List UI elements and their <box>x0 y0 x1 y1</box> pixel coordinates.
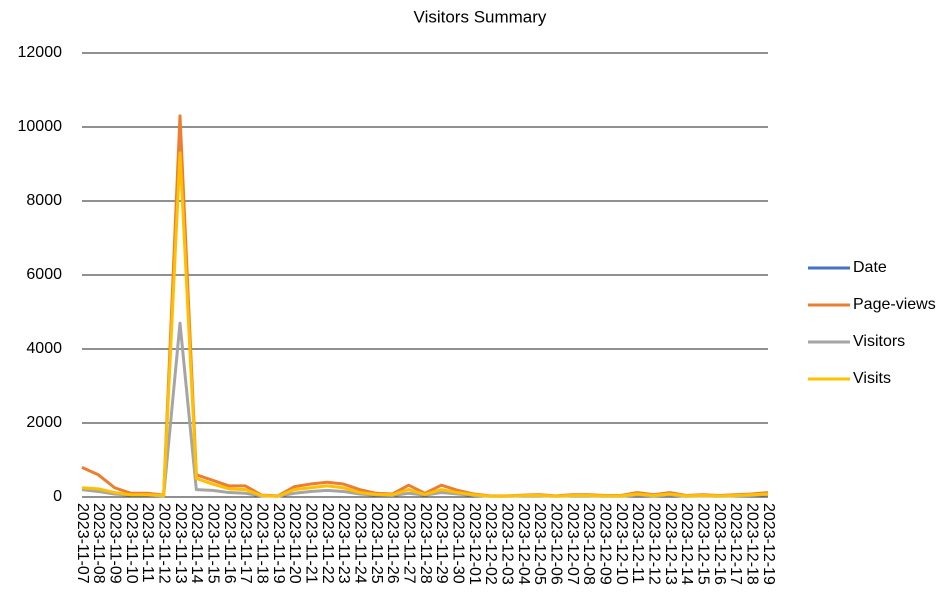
y-tick-label: 10000 <box>18 118 63 135</box>
x-tick-label: 2023-11-21 <box>302 503 319 584</box>
y-tick-label: 0 <box>53 488 62 505</box>
x-tick-label: 2023-11-29 <box>433 503 450 584</box>
legend-label: Visits <box>853 370 891 387</box>
x-tick-label: 2023-12-03 <box>498 503 515 585</box>
legend-label: Visitors <box>853 333 905 350</box>
x-tick-label: 2023-11-07 <box>74 503 91 584</box>
x-tick-label: 2023-11-12 <box>155 503 172 584</box>
legend-label: Date <box>853 259 887 276</box>
x-tick-label: 2023-11-10 <box>123 503 140 584</box>
y-tick-label: 2000 <box>26 414 62 431</box>
x-tick-label: 2023-12-09 <box>596 503 613 585</box>
x-tick-label: 2023-12-14 <box>678 503 695 585</box>
x-tick-label: 2023-11-16 <box>221 503 238 584</box>
x-tick-label: 2023-12-06 <box>547 503 564 585</box>
x-tick-label: 2023-12-04 <box>515 503 532 585</box>
x-tick-label: 2023-11-20 <box>286 503 303 584</box>
x-tick-label: 2023-11-18 <box>253 503 270 584</box>
y-tick-label: 8000 <box>26 192 62 209</box>
x-tick-label: 2023-12-12 <box>645 503 662 585</box>
x-tick-label: 2023-11-14 <box>188 503 205 584</box>
y-tick-label: 6000 <box>26 266 62 283</box>
chart-title: Visitors Summary <box>414 7 547 26</box>
x-tick-label: 2023-12-19 <box>760 503 777 585</box>
x-tick-label: 2023-11-30 <box>449 503 466 584</box>
x-tick-label: 2023-11-25 <box>368 503 385 584</box>
x-tick-label: 2023-12-01 <box>466 503 483 585</box>
x-tick-label: 2023-12-05 <box>531 503 548 585</box>
x-tick-label: 2023-11-24 <box>351 503 368 584</box>
x-tick-label: 2023-11-28 <box>417 503 434 584</box>
legend-label: Page-views <box>853 296 936 313</box>
series-line <box>81 114 769 498</box>
x-tick-label: 2023-12-08 <box>580 503 597 585</box>
x-tick-label: 2023-12-10 <box>613 503 630 585</box>
y-tick-label: 12000 <box>18 44 63 61</box>
x-tick-label: 2023-12-18 <box>743 503 760 585</box>
x-tick-label: 2023-11-13 <box>172 503 189 584</box>
x-tick-label: 2023-11-17 <box>237 503 254 584</box>
x-tick-label: 2023-11-08 <box>90 503 107 584</box>
x-tick-label: 2023-11-15 <box>204 503 221 584</box>
x-tick-label: 2023-12-17 <box>727 503 744 585</box>
x-tick-label: 2023-12-11 <box>629 503 646 584</box>
x-tick-label: 2023-11-09 <box>106 503 123 584</box>
x-tick-label: 2023-11-23 <box>335 503 352 584</box>
x-tick-label: 2023-11-22 <box>319 503 336 584</box>
series-line <box>81 151 769 498</box>
x-tick-label: 2023-12-02 <box>482 503 499 585</box>
x-tick-label: 2023-11-26 <box>384 503 401 584</box>
x-tick-label: 2023-12-16 <box>711 503 728 585</box>
x-tick-label: 2023-11-27 <box>400 503 417 584</box>
x-tick-label: 2023-11-19 <box>270 503 287 584</box>
x-tick-label: 2023-11-11 <box>139 503 156 583</box>
x-tick-label: 2023-12-13 <box>662 503 679 585</box>
x-tick-label: 2023-12-15 <box>694 503 711 585</box>
x-tick-label: 2023-12-07 <box>564 503 581 585</box>
y-tick-label: 4000 <box>26 340 62 357</box>
